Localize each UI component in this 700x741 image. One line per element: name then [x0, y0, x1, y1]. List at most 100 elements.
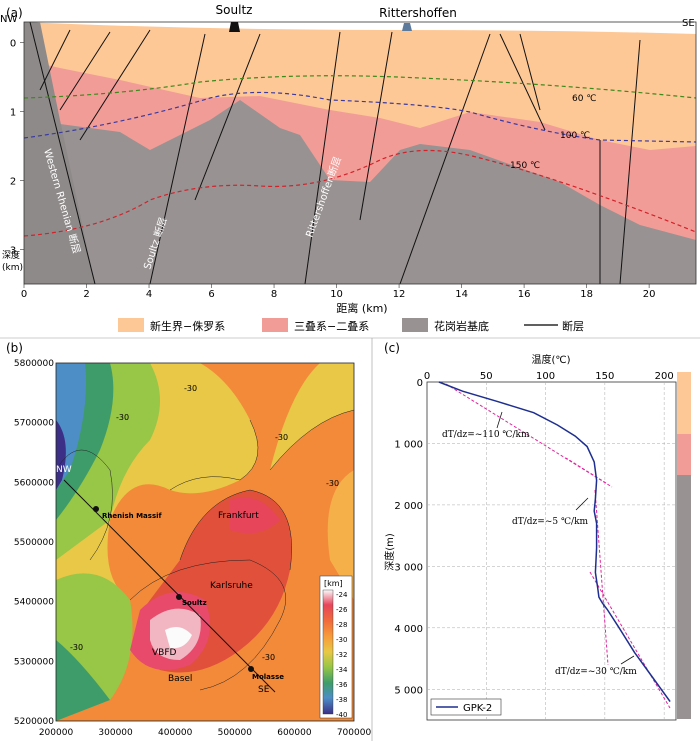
contour-label: -30 [184, 384, 197, 393]
panel-b-frame [55, 362, 355, 722]
colorbar-tick-label: -32 [336, 651, 347, 659]
map-x-tick-label: 400000 [158, 728, 193, 738]
map-y-tick-label: 5300000 [14, 657, 54, 667]
strip-triassic [677, 434, 691, 475]
x-tick-label: 14 [455, 289, 468, 300]
gradient-label-shallow: dT/dz=~110 ℃/km [442, 430, 530, 440]
arrow-shallow [496, 411, 503, 429]
soultz-marker [176, 594, 182, 600]
colorbar-tick-label: -36 [336, 681, 348, 689]
strip-granite [677, 475, 691, 719]
panel-c-frame [426, 381, 677, 721]
depth-tick-label: 1 000 [394, 439, 423, 450]
soultz-label: Soultz [216, 3, 253, 17]
depth-tick-label: 2 000 [394, 501, 423, 512]
x-tick-label: 12 [393, 289, 406, 300]
panel-b-tag: (b) [6, 341, 23, 355]
map-x-tick-label: 300000 [98, 728, 133, 738]
se-label: SE [682, 18, 695, 29]
x-tick-label: 18 [580, 289, 593, 300]
panel-b-xticks: 200000 300000 400000 500000 600000 700000 [39, 728, 372, 738]
x-tick-label: 16 [518, 289, 531, 300]
panel-c-legend [430, 698, 502, 716]
x-tick-label: 8 [271, 289, 277, 300]
temp-tick-label: 150 [595, 371, 614, 382]
x-tick-label: 6 [208, 289, 214, 300]
depth-tick-label: 0 [417, 378, 423, 389]
panel-a-legend: 新生界−侏罗系 三叠系−二叠系 花岗岩基底 断层 [118, 318, 584, 333]
temp-tick-label: 100 [536, 371, 555, 382]
granite-basement [24, 100, 696, 284]
depth-tick-label: 4 000 [394, 624, 423, 635]
place-karlsruhe: Karlsruhe [210, 581, 253, 591]
panel-a-yticks: 0 1 2 3 [10, 39, 24, 257]
strip-cenozoic [677, 372, 691, 434]
contour-label: -30 [275, 433, 288, 442]
legend-swatch-triassic [262, 318, 288, 332]
map-y-tick-label: 5400000 [14, 598, 54, 608]
rittershoffen-well-icon [402, 23, 412, 31]
isotherm-100 [24, 91, 696, 143]
panel-c-xlabel: 温度(℃) [531, 353, 570, 366]
isotherm-100-label: 100 ℃ [560, 131, 590, 141]
rhenish-marker [93, 506, 99, 512]
legend-swatch-cenozoic [118, 318, 144, 332]
x-tick-label: 2 [83, 289, 89, 300]
legend-label-fault: 断层 [562, 319, 584, 333]
arrow-middle [575, 497, 589, 511]
panel-a-xlabel: 距离 (km) [336, 301, 387, 315]
panel-c-grid [427, 382, 676, 720]
panel-c-xticks: 0 50 100 150 200 [424, 371, 674, 382]
panel-a-frame [23, 21, 697, 285]
legend-label-cenozoic: 新生界−侏罗系 [150, 319, 225, 333]
legend-label-triassic: 三叠系−二叠系 [294, 320, 369, 333]
place-se: SE [258, 685, 270, 695]
y-tick-label: 0 [10, 39, 16, 50]
legend-label-granite: 花岗岩基底 [434, 319, 489, 333]
contour-label: -30 [326, 479, 339, 488]
contour-label: -30 [70, 643, 83, 652]
colorbar-tick-label: -26 [336, 606, 348, 614]
y-tick-label: 2 [10, 177, 16, 188]
place-nw: NW [56, 465, 72, 475]
panel-c-ylabel: 深度(m) [383, 533, 396, 571]
place-rhenish: Rhenish Massif [102, 512, 163, 520]
panel-c-tag: (c) [384, 341, 400, 355]
place-frankfurt: Frankfurt [218, 511, 259, 521]
panel-a: (a) [0, 3, 697, 333]
colorbar-tick-label: -24 [336, 591, 348, 599]
topography [24, 22, 696, 34]
x-tick-label: 0 [21, 289, 27, 300]
map-x-tick-label: 200000 [39, 728, 74, 738]
temp-tick-label: 50 [480, 371, 493, 382]
map-x-tick-label: 500000 [218, 728, 253, 738]
panel-c: (c) 温度(℃) 深度(m) 0 50 100 150 200 0 1 000 2 000… [383, 341, 691, 721]
map-y-tick-label: 5200000 [14, 717, 54, 727]
gradient-label-deep: dT/dz=~30 ℃/km [555, 667, 637, 677]
fit-line-shallow-ext [565, 457, 607, 484]
isotherm-150-label: 150 ℃ [510, 161, 540, 171]
place-basel: Basel [168, 674, 192, 684]
faults [29, 22, 641, 284]
nw-label: NW [0, 14, 17, 25]
colorbar-ramp [322, 589, 334, 715]
map-x-tick-label: 700000 [337, 728, 372, 738]
panel-b: (b) -30 -30 -30 [6, 341, 371, 738]
arrow-deep [620, 655, 635, 665]
soultz-well-icon [229, 22, 240, 32]
y-tick-label: 3 [10, 246, 16, 257]
colorbar-tick-label: -40 [336, 711, 347, 719]
moho-map [56, 363, 354, 721]
place-vbfd: VBFD [152, 648, 177, 658]
map-y-tick-label: 5700000 [14, 419, 54, 429]
colorbar-tick-label: -34 [336, 666, 348, 674]
isotherm-60-label: 60 ℃ [572, 94, 596, 104]
contour-label: -30 [262, 653, 275, 662]
colorbar-tick-label: -28 [336, 621, 347, 629]
map-x-tick-label: 600000 [277, 728, 312, 738]
panel-a-xticks: 0 2 4 6 8 10 12 14 16 18 20 [21, 284, 655, 300]
temp-tick-label: 0 [424, 371, 430, 382]
panel-a-ylabel-1: 深度 [2, 249, 20, 261]
molasse-marker [248, 666, 254, 672]
